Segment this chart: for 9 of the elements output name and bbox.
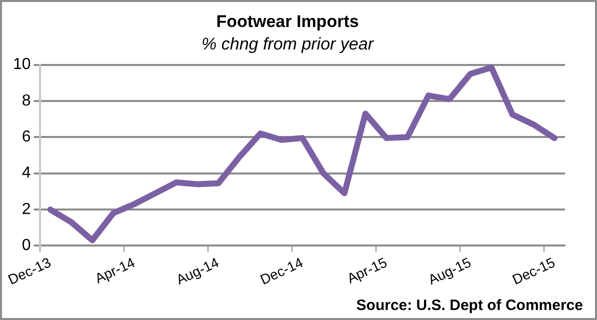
chart-title: Footwear Imports — [216, 12, 359, 31]
chart-subtitle: % chng from prior year — [202, 34, 375, 54]
y-tick-label: 6 — [22, 128, 31, 146]
y-tick-label: 0 — [22, 237, 31, 254]
y-tick-label: 4 — [22, 164, 31, 182]
source-note: Source: U.S. Dept of Commerce — [356, 297, 583, 314]
y-tick-label: 2 — [22, 200, 31, 218]
y-tick-label: 8 — [22, 92, 31, 110]
y-tick-label: 10 — [13, 56, 31, 74]
